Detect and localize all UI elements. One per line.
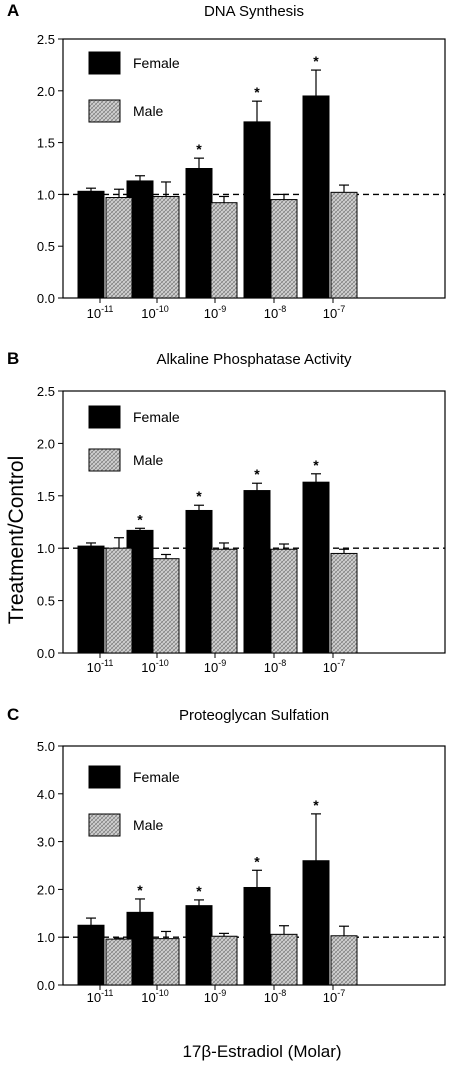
female-bar: [185, 905, 213, 986]
female-bar: [302, 481, 330, 654]
category-label: 10-11: [87, 988, 114, 1005]
y-tick-label: 3.0: [37, 835, 55, 850]
male-bar: [152, 558, 180, 654]
y-tick-label: 1.5: [37, 489, 55, 504]
panel-b: B Alkaline Phosphatase Activity 0.0 0.5 1.0 1…: [7, 349, 446, 675]
male-bar: [105, 547, 133, 654]
category-label: 10-9: [204, 658, 226, 675]
male-bar: [105, 197, 133, 299]
female-bar: [302, 860, 330, 986]
panel-letter: B: [7, 349, 19, 368]
male-bar: [330, 552, 358, 654]
significance-star: *: [313, 53, 319, 69]
y-tick-label: 0.0: [37, 291, 55, 306]
y-tick-label: 2.0: [37, 882, 55, 897]
y-tick-label: 2.5: [37, 384, 55, 399]
legend-male-swatch: [88, 99, 121, 123]
panel-title: Alkaline Phosphatase Activity: [156, 351, 352, 368]
y-tick-label: 1.5: [37, 136, 55, 151]
panel-a: A DNA Synthesis 0.0 0.5 1.0 1.5 2.0 2.5 * * * 10-11…: [7, 1, 446, 321]
y-tick-label: 0.0: [37, 978, 55, 993]
male-bar: [210, 935, 238, 986]
female-bar: [77, 190, 105, 299]
significance-star: *: [196, 883, 202, 899]
female-bar: [302, 95, 330, 299]
female-bar: [243, 121, 271, 299]
category-label: 10-11: [87, 304, 114, 321]
y-tick-label: 1.0: [37, 541, 55, 556]
significance-star: *: [196, 141, 202, 157]
male-bar: [210, 202, 238, 299]
category-label: 10-7: [323, 658, 345, 675]
y-tick-label: 1.0: [37, 930, 55, 945]
significance-star: *: [196, 488, 202, 504]
category-label: 10-9: [204, 304, 226, 321]
panel-letter: A: [7, 1, 19, 20]
male-bar: [270, 933, 298, 986]
legend-label: Male: [133, 103, 164, 119]
y-tick-label: 2.0: [37, 84, 55, 99]
significance-star: *: [313, 457, 319, 473]
male-bar: [270, 548, 298, 654]
category-label: 10-8: [264, 304, 286, 321]
category-label: 10-10: [141, 304, 168, 321]
male-bar: [152, 938, 180, 986]
significance-star: *: [137, 882, 143, 898]
female-bar: [77, 924, 105, 986]
y-tick-label: 2.5: [37, 32, 55, 47]
legend-male-swatch: [88, 448, 121, 472]
category-label: 10-11: [87, 658, 114, 675]
x-axis-title: 17β-Estradiol (Molar): [182, 1042, 341, 1061]
y-tick-label: 0.5: [37, 594, 55, 609]
female-bar: [185, 168, 213, 299]
category-label: 10-8: [264, 658, 286, 675]
y-tick-label: 0.5: [37, 239, 55, 254]
y-tick-label: 5.0: [37, 739, 55, 754]
panel-title: DNA Synthesis: [204, 3, 304, 20]
y-tick-label: 4.0: [37, 787, 55, 802]
male-bar: [330, 935, 358, 986]
y-tick-label: 2.0: [37, 436, 55, 451]
category-label: 10-7: [323, 304, 345, 321]
male-bar: [270, 199, 298, 299]
male-bar: [210, 548, 238, 654]
female-bar: [243, 490, 271, 654]
legend-male-swatch: [88, 813, 121, 837]
panel-c: C Proteoglycan Sulfation 0.0 1.0 2.0 3.0 4.0 5.…: [7, 705, 446, 1005]
legend-female-swatch: [88, 405, 121, 429]
significance-star: *: [137, 511, 143, 527]
male-bar: [152, 195, 180, 299]
y-tick-label: 0.0: [37, 646, 55, 661]
male-bar: [105, 938, 133, 986]
male-bar: [330, 191, 358, 299]
female-bar: [243, 886, 271, 986]
category-label: 10-10: [141, 658, 168, 675]
y-axis-title: Treatment/Control: [5, 456, 28, 624]
significance-star: *: [254, 853, 260, 869]
category-label: 10-8: [264, 988, 286, 1005]
legend-female-swatch: [88, 51, 121, 75]
legend-label: Female: [133, 55, 180, 71]
category-label: 10-9: [204, 988, 226, 1005]
legend-label: Female: [133, 769, 180, 785]
y-tick-label: 1.0: [37, 187, 55, 202]
category-label: 10-7: [323, 988, 345, 1005]
legend-label: Male: [133, 817, 164, 833]
female-bar: [77, 545, 105, 654]
significance-star: *: [254, 466, 260, 482]
legend-female-swatch: [88, 765, 121, 789]
panel-letter: C: [7, 705, 19, 724]
panel-title: Proteoglycan Sulfation: [179, 707, 329, 724]
legend-label: Female: [133, 409, 180, 425]
female-bar: [185, 509, 213, 654]
legend-label: Male: [133, 452, 164, 468]
category-label: 10-10: [141, 988, 168, 1005]
significance-star: *: [254, 84, 260, 100]
significance-star: *: [313, 797, 319, 813]
